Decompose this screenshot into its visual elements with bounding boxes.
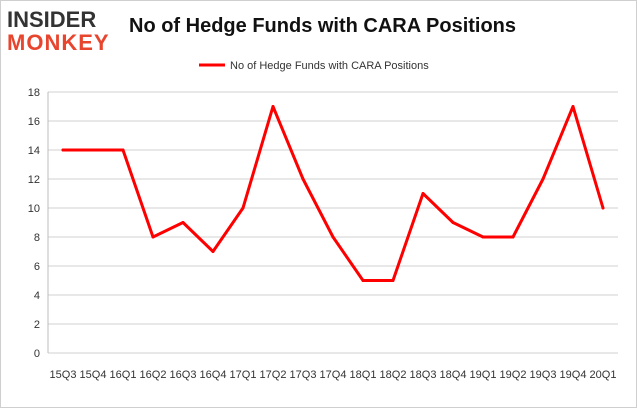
y-tick-label: 14 — [28, 145, 40, 157]
y-tick-label: 16 — [28, 116, 40, 128]
data-point — [391, 279, 395, 282]
x-tick-label: 17Q3 — [290, 369, 317, 381]
x-tick-label: 19Q1 — [470, 369, 497, 381]
y-tick-label: 8 — [34, 232, 40, 244]
logo-line-1: INSIDER — [7, 7, 97, 32]
x-tick-label: 17Q1 — [230, 369, 257, 381]
y-tick-label: 10 — [28, 203, 40, 215]
series-line — [61, 105, 605, 282]
data-point — [91, 148, 95, 152]
x-tick-label: 17Q2 — [260, 369, 287, 381]
x-tick-label: 16Q2 — [140, 369, 167, 381]
y-tick-label: 18 — [28, 87, 40, 99]
x-tick-label: 15Q3 — [50, 369, 77, 381]
x-tick-label: 18Q3 — [410, 369, 437, 381]
x-tick-label: 16Q1 — [110, 369, 137, 381]
data-point — [451, 221, 455, 224]
x-tick-label: 16Q4 — [200, 369, 227, 381]
data-point — [571, 105, 575, 108]
x-tick-label: 19Q3 — [530, 369, 557, 381]
logo-line-2: MONKEY — [7, 30, 110, 55]
x-tick-label: 19Q4 — [560, 369, 587, 381]
data-point — [151, 235, 155, 239]
x-tick-label: 18Q2 — [380, 369, 407, 381]
data-point — [481, 235, 485, 239]
data-point — [421, 192, 425, 195]
data-point — [181, 221, 185, 224]
data-point — [211, 250, 215, 253]
x-axis-ticks: 15Q3 15Q4 16Q1 16Q2 16Q3 16Q4 17Q1 17Q2 17Q3 17Q4… — [50, 369, 617, 381]
gridlines — [47, 91, 618, 354]
data-point — [121, 148, 125, 152]
y-tick-label: 2 — [34, 319, 40, 331]
data-point — [301, 177, 305, 181]
chart-title: No of Hedge Funds with CARA Positions — [129, 15, 517, 37]
x-tick-label: 20Q1 — [590, 369, 617, 381]
x-tick-label: 17Q4 — [320, 369, 347, 381]
data-point — [601, 206, 605, 210]
x-tick-label: 18Q4 — [440, 369, 467, 381]
data-point — [271, 105, 275, 108]
data-point — [241, 206, 245, 210]
data-point — [511, 235, 515, 239]
data-point — [541, 177, 545, 181]
y-tick-label: 6 — [34, 261, 40, 273]
y-tick-label: 12 — [28, 174, 40, 186]
y-tick-label: 4 — [34, 290, 40, 302]
insider-monkey-logo: INSIDER MONKEY — [7, 9, 119, 55]
x-tick-label: 18Q1 — [350, 369, 377, 381]
data-point — [331, 235, 335, 239]
legend: No of Hedge Funds with CARA Positions — [199, 60, 429, 72]
y-tick-label: 0 — [34, 348, 40, 360]
x-tick-label: 15Q4 — [80, 369, 107, 381]
data-point — [61, 148, 65, 152]
x-tick-label: 16Q3 — [170, 369, 197, 381]
x-tick-label: 19Q2 — [500, 369, 527, 381]
series-layer — [61, 105, 605, 282]
legend-label: No of Hedge Funds with CARA Positions — [230, 60, 429, 72]
y-axis-ticks: 0 2 4 6 8 10 12 14 16 18 — [28, 87, 40, 360]
data-point — [361, 279, 365, 282]
